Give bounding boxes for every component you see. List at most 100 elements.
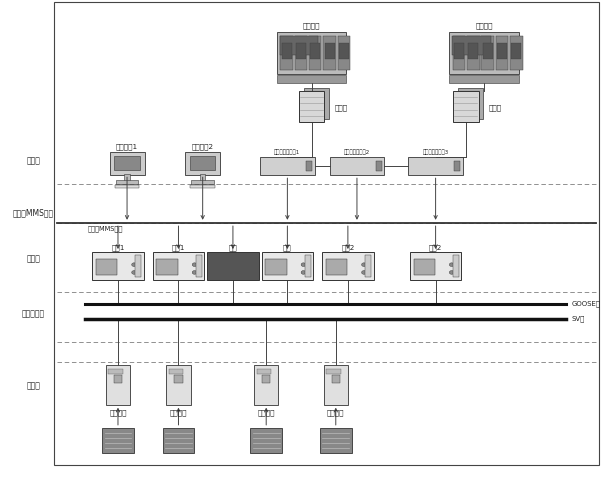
Text: 数据通信网关机2: 数据通信网关机2 <box>344 149 370 155</box>
Text: 防火墙: 防火墙 <box>335 104 348 111</box>
Bar <box>115 185 139 188</box>
Bar <box>324 43 335 59</box>
Bar <box>483 43 492 59</box>
Bar <box>376 161 382 171</box>
Text: 监控主机2: 监控主机2 <box>192 144 214 150</box>
Bar <box>277 32 346 74</box>
Circle shape <box>301 263 306 266</box>
Bar <box>495 36 508 70</box>
Bar <box>304 255 311 277</box>
Bar <box>414 260 435 274</box>
Bar <box>295 36 307 70</box>
Text: 合并单元: 合并单元 <box>258 409 275 416</box>
Bar <box>454 43 464 59</box>
Bar <box>497 43 507 59</box>
Bar <box>325 260 347 274</box>
Circle shape <box>192 271 197 274</box>
Bar <box>408 157 463 175</box>
Bar <box>114 156 140 170</box>
Bar <box>330 157 384 175</box>
Bar <box>410 252 461 280</box>
Bar <box>453 36 465 70</box>
Bar <box>304 88 329 119</box>
Circle shape <box>362 263 366 266</box>
Bar <box>306 161 312 171</box>
Text: 站控层: 站控层 <box>27 156 40 165</box>
Bar <box>207 252 259 280</box>
Text: 调度主站: 调度主站 <box>303 23 320 29</box>
Bar <box>338 36 350 70</box>
Bar <box>326 369 341 374</box>
Bar <box>260 157 315 175</box>
Bar <box>190 156 215 170</box>
Bar <box>163 428 194 453</box>
Bar <box>309 36 321 70</box>
Circle shape <box>450 271 454 274</box>
Bar <box>195 255 201 277</box>
Bar <box>174 375 183 383</box>
Circle shape <box>301 271 306 274</box>
Bar <box>277 75 346 83</box>
Bar <box>310 43 320 59</box>
Bar <box>108 369 123 374</box>
Text: 智能终端: 智能终端 <box>327 409 344 416</box>
Circle shape <box>132 271 136 274</box>
Text: 站控层MMS网络: 站控层MMS网络 <box>13 209 54 217</box>
Bar <box>136 255 142 277</box>
Bar <box>454 161 460 171</box>
Text: GOOSE网: GOOSE网 <box>572 301 601 308</box>
Bar <box>511 43 522 59</box>
Bar <box>453 36 491 55</box>
Text: 数据通信网关机3: 数据通信网关机3 <box>422 149 449 155</box>
Bar <box>169 369 183 374</box>
Bar <box>453 91 479 122</box>
Bar <box>166 365 191 405</box>
Bar <box>200 174 205 181</box>
Bar <box>322 252 373 280</box>
Text: 间隔层: 间隔层 <box>27 254 40 263</box>
Text: 测控2: 测控2 <box>341 244 355 251</box>
Bar <box>482 36 494 70</box>
Text: 保护1: 保护1 <box>111 244 125 251</box>
Bar <box>510 36 523 70</box>
Bar <box>125 174 129 181</box>
Bar <box>453 255 459 277</box>
Text: SV网: SV网 <box>572 315 585 322</box>
Bar <box>257 369 271 374</box>
Bar <box>250 428 282 453</box>
Bar <box>365 255 371 277</box>
Bar <box>449 32 519 74</box>
Bar <box>114 375 122 383</box>
Text: 过程层网络: 过程层网络 <box>22 309 45 318</box>
Bar <box>110 152 145 175</box>
Text: 计量: 计量 <box>229 244 237 251</box>
Bar <box>96 260 117 274</box>
Circle shape <box>450 263 454 266</box>
Bar <box>156 260 178 274</box>
Bar <box>323 36 336 70</box>
Bar <box>254 365 278 405</box>
Bar <box>281 43 292 59</box>
Circle shape <box>132 263 136 266</box>
Bar <box>320 428 352 453</box>
Text: 测控1: 测控1 <box>172 244 185 251</box>
Bar <box>102 428 134 453</box>
Bar <box>449 75 519 83</box>
Text: 保护2: 保护2 <box>429 244 442 251</box>
Bar <box>280 36 293 70</box>
Text: 监控主机1: 监控主机1 <box>116 144 138 150</box>
Bar <box>262 375 270 383</box>
Bar <box>92 252 144 280</box>
Bar <box>299 91 324 122</box>
Bar <box>332 375 340 383</box>
Bar <box>191 180 214 184</box>
Text: 合并单元: 合并单元 <box>110 409 126 416</box>
Bar <box>185 152 220 175</box>
Text: 防火墙: 防火墙 <box>489 104 502 111</box>
Circle shape <box>192 263 197 266</box>
Bar <box>152 252 204 280</box>
Circle shape <box>362 271 366 274</box>
Text: 智能终端: 智能终端 <box>170 409 187 416</box>
Bar <box>296 43 306 59</box>
Bar <box>116 180 139 184</box>
